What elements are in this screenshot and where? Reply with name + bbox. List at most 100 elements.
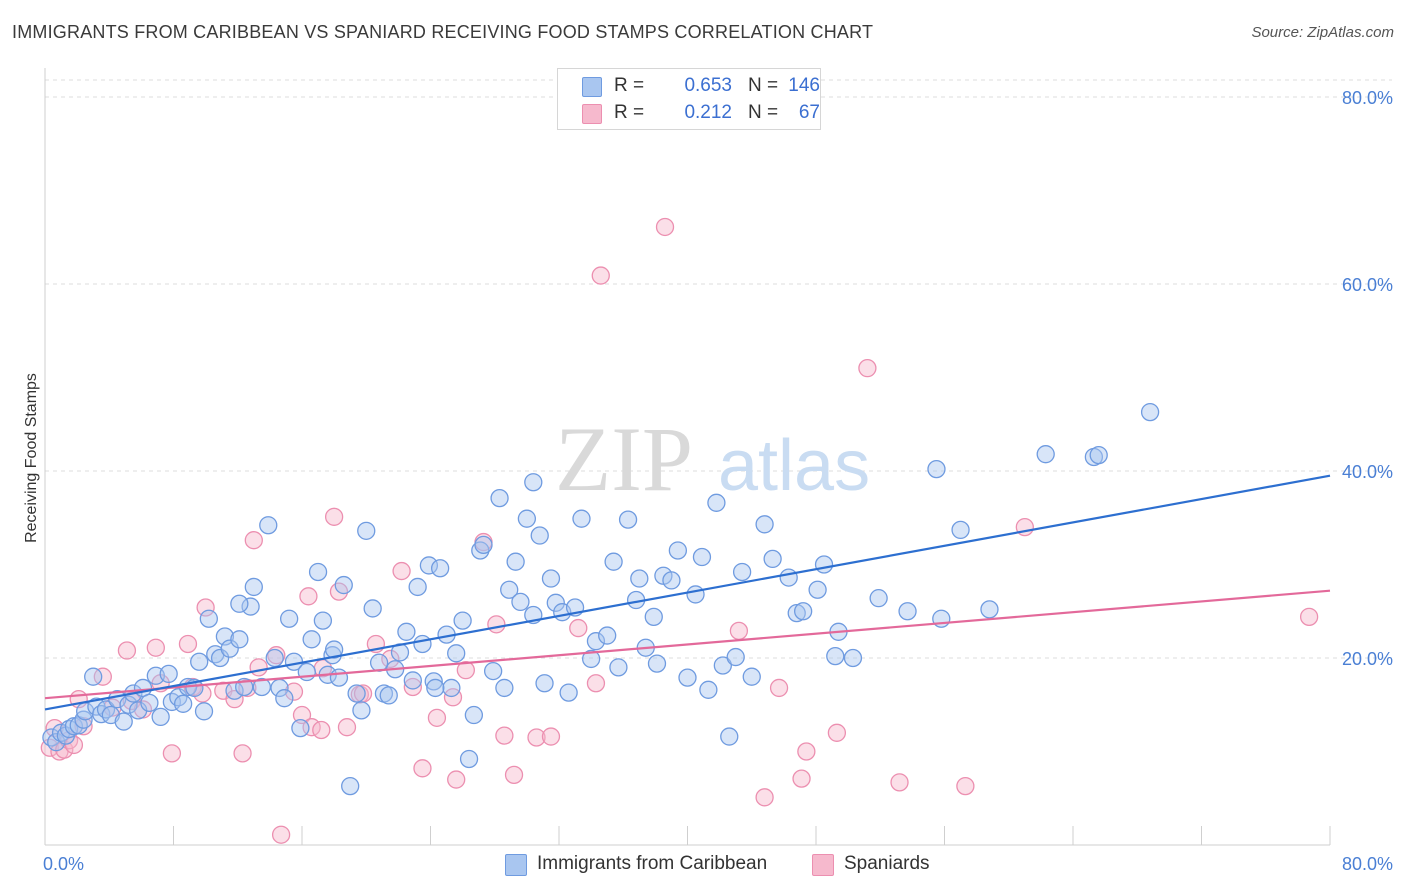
caribbean-point-78 — [459, 749, 479, 769]
caribbean-point-57 — [341, 776, 360, 796]
caribbean-point-79 — [464, 705, 484, 725]
spaniards-point-59 — [755, 788, 774, 807]
source-label: Source: ZipAtlas.com — [1251, 24, 1394, 41]
legend-swatch-caribbean — [582, 77, 602, 97]
spaniards-point-19 — [196, 598, 215, 617]
caribbean-point-68 — [403, 671, 422, 690]
caribbean-point-59 — [352, 701, 371, 720]
caribbean-point-112 — [678, 668, 697, 687]
spaniards-point-13 — [146, 638, 165, 657]
spaniards-point-40 — [381, 649, 400, 669]
y-axis-label: Receiving Food Stamps — [23, 373, 40, 543]
watermark-zip: ZIP — [555, 408, 693, 510]
spaniards-point-15 — [162, 744, 182, 763]
caribbean-point-114 — [692, 547, 712, 567]
watermark: ZIP atlas — [555, 408, 870, 510]
spaniards-trend-line — [44, 589, 1331, 700]
watermark-atlas: atlas — [718, 426, 870, 506]
caribbean-point-83 — [490, 488, 509, 508]
bottom-legend-label-spaniards: Spaniards — [844, 853, 930, 874]
trend-lines — [44, 474, 1331, 711]
spaniards-point-66 — [956, 776, 975, 796]
caribbean-point-138 — [1036, 445, 1055, 464]
caribbean-points — [42, 402, 1160, 796]
spaniards-point-26 — [267, 646, 286, 665]
caribbean-point-33 — [210, 648, 230, 668]
caribbean-point-111 — [668, 541, 688, 560]
caribbean-point-31 — [199, 609, 218, 628]
spaniards-point-44 — [427, 708, 447, 727]
caribbean-point-91 — [535, 674, 554, 693]
caribbean-point-90 — [530, 526, 549, 545]
caribbean-point-122 — [755, 515, 774, 534]
caribbean-point-87 — [511, 592, 530, 612]
spaniards-point-58 — [729, 621, 749, 641]
caribbean-point-60 — [357, 521, 376, 540]
spaniards-point-54 — [569, 618, 588, 638]
caribbean-point-101 — [604, 552, 623, 571]
caribbean-point-45 — [275, 689, 294, 708]
caribbean-point-49 — [297, 662, 316, 682]
spaniards-point-43 — [413, 759, 432, 778]
spaniards-point-29 — [292, 705, 312, 725]
tick-labels: 20.0% 40.0% 60.0% 80.0% 0.0% 80.0% — [43, 88, 1393, 874]
caribbean-point-137 — [980, 600, 999, 619]
caribbean-point-43 — [265, 648, 284, 668]
legend-r-value: 0.653 — [684, 75, 732, 96]
bottom-legend-swatch-caribbean — [505, 854, 527, 876]
caribbean-point-82 — [483, 661, 503, 681]
spaniards-point-53 — [541, 727, 561, 746]
spaniards-point-45 — [443, 688, 463, 707]
caribbean-point-26 — [173, 694, 193, 713]
caribbean-point-40 — [244, 577, 263, 597]
caribbean-point-128 — [814, 555, 834, 574]
spaniards-points — [40, 217, 1319, 844]
spaniards-point-56 — [591, 266, 610, 285]
bottom-legend-swatch-spaniards — [812, 854, 834, 876]
caribbean-trend-line — [44, 474, 1331, 711]
spaniards-point-68 — [1299, 607, 1319, 627]
caribbean-point-58 — [347, 684, 366, 703]
caribbean-point-30 — [194, 702, 214, 721]
caribbean-point-105 — [630, 569, 649, 588]
x-tick-label-min: 0.0% — [43, 854, 84, 874]
caribbean-point-37 — [230, 630, 249, 649]
caribbean-point-46 — [279, 609, 299, 628]
caribbean-point-103 — [618, 510, 638, 529]
bottom-legend-label-caribbean: Immigrants from Caribbean — [537, 853, 768, 874]
caribbean-point-93 — [546, 593, 565, 612]
caribbean-point-89 — [524, 473, 543, 492]
caribbean-point-99 — [586, 632, 606, 651]
grid-layer — [45, 79, 1392, 659]
y-tick-label-1: 40.0% — [1342, 462, 1393, 482]
caribbean-point-70 — [413, 634, 432, 654]
caribbean-point-80 — [471, 541, 490, 560]
spaniards-point-57 — [655, 217, 675, 237]
spaniards-point-30 — [299, 587, 318, 606]
caribbean-point-69 — [408, 577, 427, 597]
caribbean-point-67 — [397, 622, 416, 641]
chart-title: IMMIGRANTS FROM CARIBBEAN VS SPANIARD RE… — [12, 22, 874, 42]
caribbean-point-107 — [644, 607, 663, 627]
spaniards-point-47 — [456, 661, 475, 680]
caribbean-point-88 — [517, 509, 537, 528]
caribbean-point-23 — [159, 664, 178, 684]
spaniards-point-42 — [403, 677, 422, 697]
caribbean-point-48 — [291, 718, 310, 738]
caribbean-point-119 — [726, 647, 745, 667]
caribbean-point-71 — [419, 556, 439, 575]
spaniards-point-10 — [117, 641, 137, 660]
caribbean-point-56 — [334, 575, 353, 595]
caribbean-point-41 — [252, 677, 271, 697]
legend-n-value: 146 — [788, 75, 820, 96]
y-tick-label-2: 60.0% — [1342, 275, 1393, 295]
caribbean-point-81 — [474, 535, 493, 555]
caribbean-point-84 — [495, 678, 514, 698]
caribbean-point-134 — [927, 459, 946, 479]
spaniards-point-22 — [233, 744, 252, 763]
x-tick-label-max: 80.0% — [1342, 854, 1393, 874]
caribbean-point-77 — [453, 611, 472, 630]
caribbean-point-73 — [430, 559, 450, 578]
caribbean-point-102 — [609, 658, 628, 677]
